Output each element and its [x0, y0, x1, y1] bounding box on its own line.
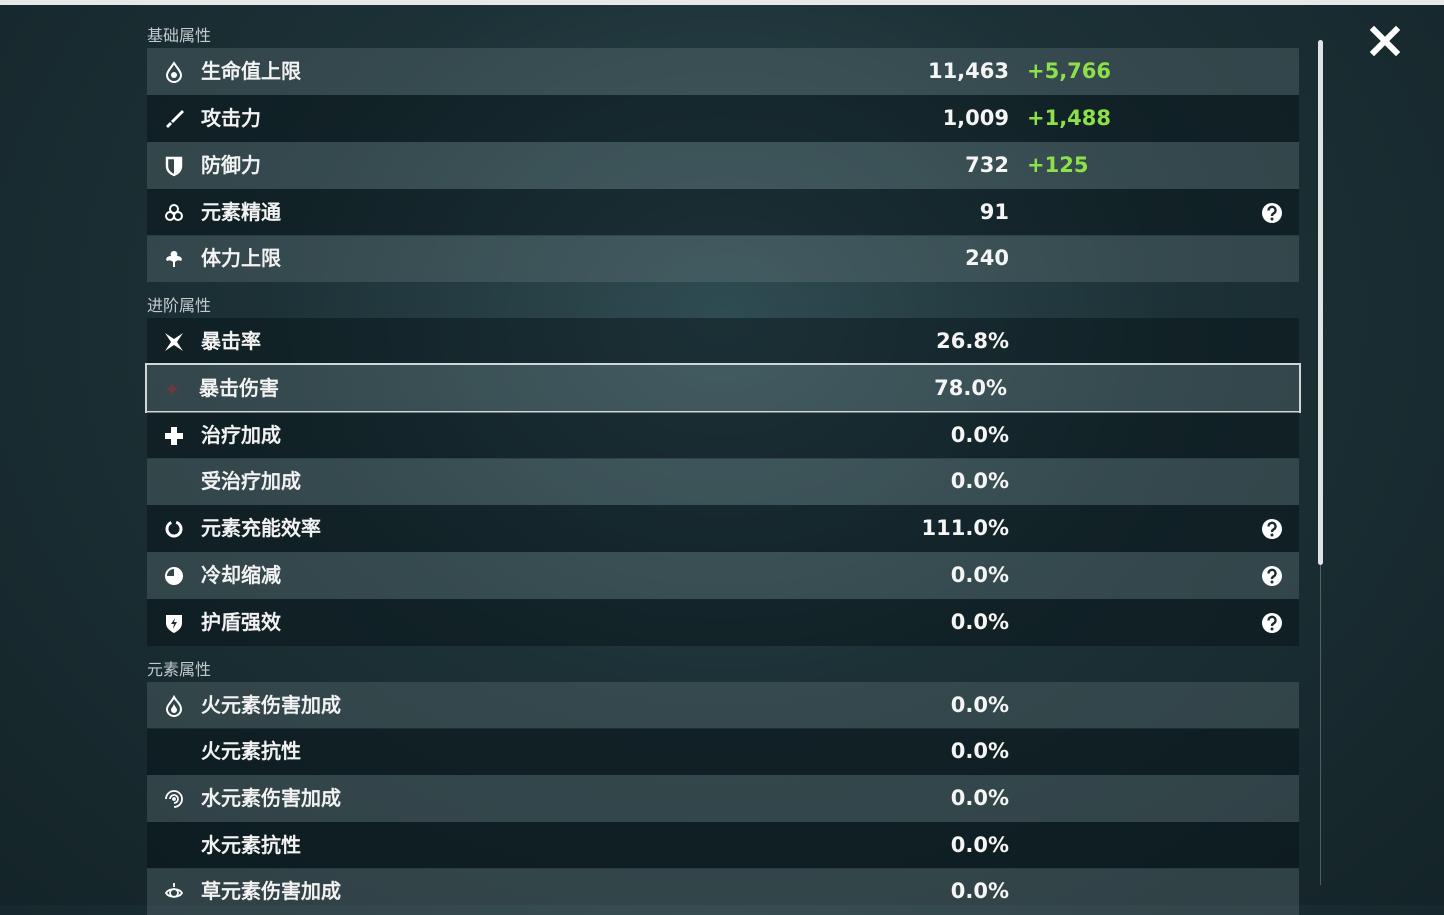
stat-row: 水元素抗性 0.0%: [147, 822, 1299, 869]
icon-em: [165, 204, 183, 221]
stat-label: 防御力: [201, 153, 261, 177]
stat-label: 暴击伤害: [199, 376, 279, 400]
icon-energy: [165, 520, 183, 538]
help-button[interactable]: [1261, 565, 1283, 587]
stat-value: 111.0%: [921, 516, 1009, 540]
icon-cooldown: [165, 567, 183, 585]
icon-crit-dmg: [165, 382, 179, 396]
section-title: 基础属性: [147, 26, 212, 45]
stat-row: 元素充能效率 111.0%: [147, 505, 1299, 552]
stat-value: 91: [979, 200, 1009, 224]
stat-row: 元素精通 91: [147, 189, 1299, 236]
stat-label: 草元素伤害加成: [201, 879, 341, 903]
stat-value: 0.0%: [950, 469, 1009, 493]
stat-value: 732: [965, 153, 1009, 177]
stat-value: 0.0%: [950, 693, 1009, 717]
stat-row-selected[interactable]: 暴击伤害 78.0%: [145, 363, 1301, 413]
stat-row: 火元素抗性 0.0%: [147, 728, 1299, 775]
icon-hp: [165, 61, 183, 83]
stat-row: 受治疗加成 0.0%: [147, 458, 1299, 505]
help-button[interactable]: [1261, 202, 1283, 224]
scrollbar-track: [1320, 565, 1321, 885]
stat-label: 水元素伤害加成: [201, 786, 341, 810]
stat-label: 冷却缩减: [201, 563, 281, 587]
stat-label: 元素精通: [201, 200, 281, 224]
help-button[interactable]: [1261, 612, 1283, 634]
stat-label: 火元素抗性: [201, 739, 301, 763]
icon-atk: [166, 110, 184, 128]
icon-shield: [166, 615, 182, 633]
stat-label: 攻击力: [201, 106, 261, 130]
stat-row: 暴击率 26.8%: [147, 318, 1299, 365]
stat-label: 水元素抗性: [201, 833, 301, 857]
help-button[interactable]: [1261, 518, 1283, 540]
stat-label: 护盾强效: [201, 610, 281, 634]
stat-row: 治疗加成 0.0%: [147, 412, 1299, 459]
stat-label: 元素充能效率: [201, 516, 321, 540]
stat-bonus: +5,766: [1027, 59, 1112, 83]
stat-value: 0.0%: [950, 563, 1009, 587]
stat-label: 受治疗加成: [201, 469, 301, 493]
stat-value: 0.0%: [950, 879, 1009, 903]
icon-heal: [165, 427, 183, 445]
stat-value: 78.0%: [934, 376, 1007, 400]
stat-value: 0.0%: [950, 739, 1009, 763]
stat-label: 生命值上限: [201, 59, 301, 83]
stat-row: 火元素伤害加成 0.0%: [147, 682, 1299, 729]
scrollbar-thumb[interactable]: [1318, 40, 1323, 565]
stat-label: 火元素伤害加成: [201, 693, 341, 717]
stat-value: 0.0%: [950, 833, 1009, 857]
icon-dendro: [164, 883, 184, 898]
stat-label: 体力上限: [201, 246, 281, 270]
stat-row: 冷却缩减 0.0%: [147, 552, 1299, 599]
stat-value: 0.0%: [950, 786, 1009, 810]
stat-bonus: +1,488: [1027, 106, 1112, 130]
stat-row: 生命值上限 11,463 +5,766: [147, 48, 1299, 95]
stat-row: 水元素伤害加成 0.0%: [147, 775, 1299, 822]
icon-hydro: [165, 790, 183, 808]
stat-row: 护盾强效 0.0%: [147, 599, 1299, 646]
top-strip: [0, 0, 1444, 5]
stat-label: 治疗加成: [201, 423, 281, 447]
stat-value: 0.0%: [950, 610, 1009, 634]
section-title: 元素属性: [147, 660, 212, 679]
stat-value: 0.0%: [950, 423, 1009, 447]
stat-bonus: +125: [1027, 153, 1089, 177]
icon-pyro: [165, 695, 183, 717]
close-button[interactable]: [1368, 24, 1402, 58]
stat-label: 暴击率: [201, 329, 261, 353]
stat-row: 防御力 732 +125: [147, 142, 1299, 189]
stat-value: 1,009: [942, 106, 1009, 130]
icon-stamina: [166, 251, 182, 267]
stat-value: 240: [965, 246, 1009, 270]
icon-crit-rate: [165, 333, 183, 351]
stat-row: 体力上限 240: [147, 235, 1299, 282]
stat-row: 草元素伤害加成 0.0%: [147, 868, 1299, 915]
stat-value: 11,463: [927, 59, 1009, 83]
icon-def: [165, 156, 183, 177]
stat-value: 26.8%: [936, 329, 1009, 353]
stat-row: 攻击力 1,009 +1,488: [147, 95, 1299, 142]
section-title: 进阶属性: [147, 296, 212, 315]
